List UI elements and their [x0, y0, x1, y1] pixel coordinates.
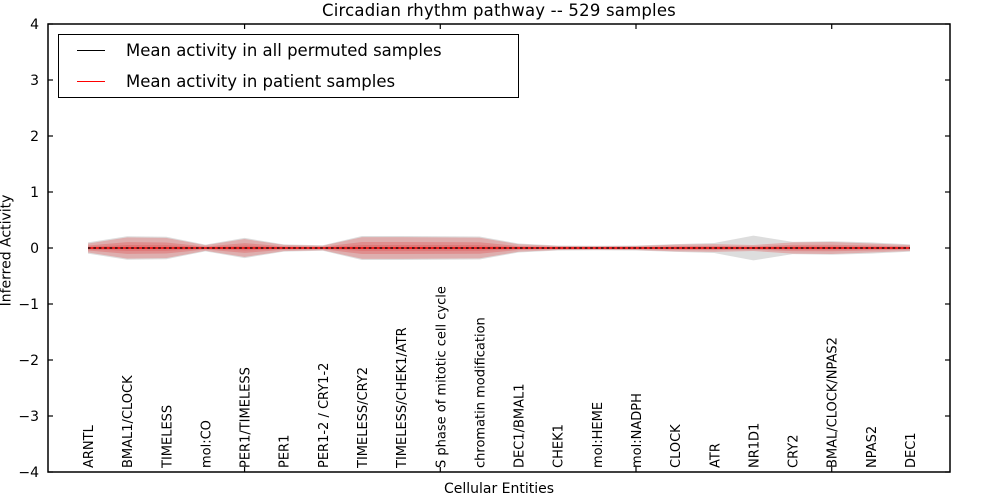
x-category-label: ATR	[708, 443, 723, 468]
legend-entry-permuted: Mean activity in all permuted samples	[59, 36, 518, 65]
x-category-label: BMAL1/CLOCK	[121, 375, 136, 468]
y-tick-label: 3	[30, 73, 39, 89]
x-category-label: TIMELESS/CRY2	[356, 367, 371, 469]
x-category-label: TIMELESS/CHEK1/ATR	[395, 327, 410, 469]
y-tick-label: 4	[30, 17, 39, 33]
legend: Mean activity in all permuted samples Me…	[58, 34, 519, 98]
x-category-label: DEC1/BMAL1	[513, 384, 528, 469]
x-category-label: mol:HEME	[591, 402, 606, 468]
x-category-label: PER1	[278, 435, 293, 468]
x-category-label: PER1/TIMELESS	[239, 367, 254, 468]
permuted-line-swatch	[77, 50, 105, 52]
x-category-label: NPAS2	[865, 426, 880, 468]
x-axis-label: Cellular Entities	[443, 481, 555, 497]
legend-label: Mean activity in all permuted samples	[126, 41, 442, 61]
legend-label: Mean activity in patient samples	[126, 71, 396, 91]
y-tick-label: −2	[18, 353, 39, 369]
y-tick-label: 2	[30, 129, 39, 145]
x-category-label: CRY2	[787, 435, 802, 469]
x-category-label: PER1-2 / CRY1-2	[317, 363, 332, 468]
x-category-label: mol:NADPH	[630, 393, 645, 468]
y-tick-label: −4	[18, 465, 39, 481]
x-category-label: ARNTL	[82, 424, 97, 468]
x-category-label: DEC1	[904, 432, 919, 468]
chart-title: Circadian rhythm pathway -- 529 samples	[322, 1, 676, 20]
y-tick-label: 0	[30, 241, 39, 257]
x-category-label: S phase of mitotic cell cycle	[434, 286, 449, 468]
y-tick-label: −3	[18, 409, 39, 425]
x-category-label: CLOCK	[669, 424, 684, 468]
x-category-label: BMAL/CLOCK/NPAS2	[826, 337, 841, 468]
x-category-label: mol:CO	[199, 420, 214, 468]
x-category-label: TIMELESS	[160, 405, 175, 469]
y-tick-label: −1	[18, 297, 39, 313]
patient-line-swatch	[77, 80, 105, 82]
legend-entry-patient: Mean activity in patient samples	[59, 67, 518, 96]
x-category-label: CHEK1	[552, 424, 567, 468]
x-category-label: chromatin modification	[473, 317, 488, 468]
y-tick-label: 1	[30, 185, 39, 201]
x-category-label: NR1D1	[747, 423, 762, 468]
